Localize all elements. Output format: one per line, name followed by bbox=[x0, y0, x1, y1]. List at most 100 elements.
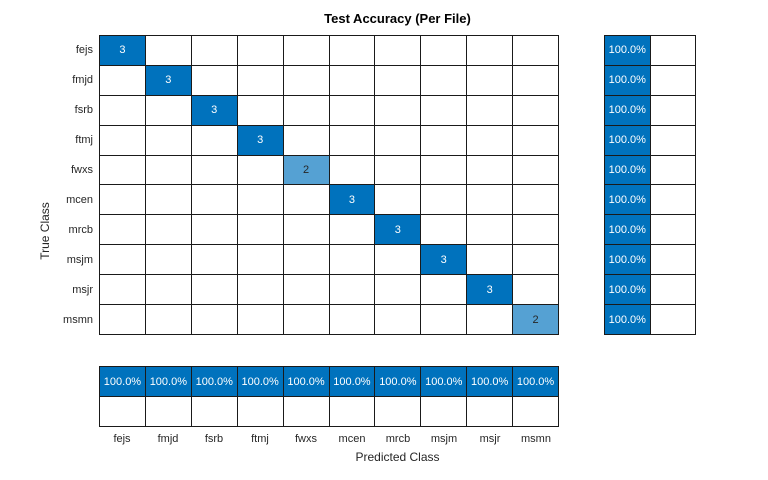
col-summary-cell: 100.0% bbox=[375, 367, 421, 396]
col-summary-cell: 100.0% bbox=[329, 367, 375, 396]
row-summary-grid: 100.0% 100.0% 100.0% 100.0% 100.0% 100.0% 100.… bbox=[604, 35, 696, 335]
matrix-cell bbox=[237, 65, 283, 95]
matrix-cell bbox=[329, 215, 375, 245]
col-summary-empty-cell bbox=[283, 397, 329, 426]
matrix-cell bbox=[329, 275, 375, 305]
matrix-cell bbox=[513, 245, 558, 275]
matrix-cell bbox=[145, 185, 191, 215]
matrix-cell-diagonal: 3 bbox=[375, 215, 421, 245]
matrix-cell bbox=[513, 95, 558, 125]
x-tick-fejs: fejs bbox=[113, 433, 131, 445]
matrix-cell bbox=[467, 65, 513, 95]
row-summary-cell: 100.0% bbox=[605, 65, 650, 95]
row-summary-empty-cell bbox=[650, 65, 695, 95]
row-summary-empty-cell bbox=[650, 185, 695, 215]
matrix-cell bbox=[513, 275, 558, 305]
y-tick-msjm: msjm bbox=[66, 254, 93, 266]
col-summary-empty-cell bbox=[237, 397, 283, 426]
matrix-cell bbox=[421, 215, 467, 245]
matrix-cell bbox=[375, 65, 421, 95]
matrix-cell bbox=[375, 125, 421, 155]
matrix-cell bbox=[467, 185, 513, 215]
matrix-cell bbox=[100, 245, 145, 275]
col-summary-cell: 100.0% bbox=[283, 367, 329, 396]
x-axis-label: Predicted Class bbox=[355, 450, 440, 464]
matrix-cell bbox=[375, 95, 421, 125]
y-tick-fmjd: fmjd bbox=[72, 74, 93, 86]
matrix-cell bbox=[467, 305, 513, 334]
matrix-cell bbox=[237, 275, 283, 305]
col-summary-empty-cell bbox=[375, 397, 421, 426]
matrix-cell bbox=[145, 36, 191, 65]
matrix-cell bbox=[237, 36, 283, 65]
y-tick-fsrb: fsrb bbox=[74, 104, 93, 116]
row-summary-cell: 100.0% bbox=[605, 95, 650, 125]
matrix-cell bbox=[100, 275, 145, 305]
matrix-cell bbox=[100, 305, 145, 334]
matrix-cell-diagonal: 3 bbox=[421, 245, 467, 275]
col-summary-cell: 100.0% bbox=[191, 367, 237, 396]
matrix-cell bbox=[100, 155, 145, 185]
matrix-cell bbox=[421, 305, 467, 334]
matrix-cell bbox=[191, 155, 237, 185]
row-summary-empty-cell bbox=[650, 245, 695, 275]
row-summary-cell: 100.0% bbox=[605, 185, 650, 215]
matrix-cell-diagonal: 3 bbox=[100, 36, 145, 65]
col-summary-empty-cell bbox=[513, 397, 558, 426]
matrix-cell bbox=[191, 65, 237, 95]
x-tick-fsrb: fsrb bbox=[204, 433, 224, 445]
matrix-cell bbox=[237, 215, 283, 245]
matrix-cell bbox=[237, 245, 283, 275]
matrix-cell bbox=[145, 305, 191, 334]
col-summary-cell: 100.0% bbox=[100, 367, 145, 396]
col-summary-empty-cell bbox=[329, 397, 375, 426]
matrix-cell bbox=[237, 95, 283, 125]
matrix-cell bbox=[100, 95, 145, 125]
matrix-cell bbox=[145, 275, 191, 305]
matrix-cell bbox=[329, 305, 375, 334]
matrix-cell bbox=[421, 155, 467, 185]
column-summary-grid: 100.0% 100.0% 100.0% 100.0% 100.0% 100.0% 100.… bbox=[99, 366, 559, 427]
y-tick-ftmj: ftmj bbox=[75, 134, 93, 146]
matrix-cell-diagonal: 3 bbox=[145, 65, 191, 95]
matrix-cell-diagonal: 3 bbox=[191, 95, 237, 125]
matrix-cell bbox=[329, 36, 375, 65]
matrix-cell bbox=[421, 275, 467, 305]
row-summary-cell: 100.0% bbox=[605, 275, 650, 305]
matrix-cell bbox=[191, 305, 237, 334]
col-summary-cell: 100.0% bbox=[145, 367, 191, 396]
matrix-cell-diagonal: 2 bbox=[283, 155, 329, 185]
row-summary-cell: 100.0% bbox=[605, 245, 650, 275]
col-summary-cell: 100.0% bbox=[513, 367, 558, 396]
matrix-cell bbox=[513, 155, 558, 185]
matrix-cell bbox=[191, 245, 237, 275]
matrix-cell bbox=[100, 185, 145, 215]
matrix-cell bbox=[283, 245, 329, 275]
matrix-cell bbox=[329, 155, 375, 185]
matrix-cell bbox=[467, 36, 513, 65]
col-summary-empty-cell bbox=[191, 397, 237, 426]
row-summary-empty-cell bbox=[650, 275, 695, 305]
matrix-cell bbox=[283, 215, 329, 245]
x-tick-ftmj: ftmj bbox=[251, 433, 269, 445]
chart-title: Test Accuracy (Per File) bbox=[324, 11, 471, 26]
matrix-cell bbox=[237, 305, 283, 334]
matrix-cell bbox=[237, 185, 283, 215]
matrix-cell bbox=[145, 215, 191, 245]
matrix-cell bbox=[191, 125, 237, 155]
matrix-cell bbox=[283, 65, 329, 95]
matrix-cell bbox=[191, 275, 237, 305]
col-summary-empty-cell bbox=[100, 397, 145, 426]
row-summary-empty-cell bbox=[650, 155, 695, 185]
col-summary-cell: 100.0% bbox=[421, 367, 467, 396]
matrix-cell bbox=[421, 36, 467, 65]
y-tick-msjr: msjr bbox=[72, 284, 93, 296]
matrix-cell bbox=[100, 125, 145, 155]
matrix-cell bbox=[100, 65, 145, 95]
row-summary-empty-cell bbox=[650, 215, 695, 245]
y-tick-fejs: fejs bbox=[75, 44, 93, 56]
matrix-cell bbox=[467, 125, 513, 155]
col-summary-cell: 100.0% bbox=[237, 367, 283, 396]
